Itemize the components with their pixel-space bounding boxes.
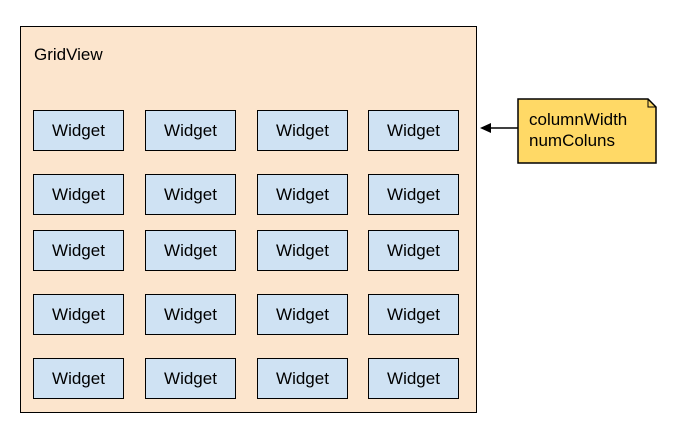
arrow-head	[480, 123, 491, 133]
note-text: columnWidth numColuns	[529, 109, 627, 151]
widget-box: Widget	[33, 110, 124, 151]
widget-box: Widget	[368, 230, 459, 271]
note-line-column-width: columnWidth	[529, 110, 628, 129]
widget-box: Widget	[33, 174, 124, 215]
gridview-title: GridView	[34, 45, 103, 64]
widget-box: Widget	[145, 174, 236, 215]
widget-box: Widget	[368, 110, 459, 151]
note-box	[517, 98, 657, 164]
widget-box: Widget	[257, 174, 348, 215]
note-line-num-columns: numColuns	[529, 131, 615, 150]
widget-box: Widget	[368, 358, 459, 399]
widget-box: Widget	[145, 230, 236, 271]
widget-box: Widget	[145, 110, 236, 151]
widget-box: Widget	[33, 294, 124, 335]
widget-box: Widget	[33, 358, 124, 399]
widget-box: Widget	[368, 174, 459, 215]
arrow-connector	[480, 123, 518, 133]
note-shape: columnWidth numColuns	[517, 98, 657, 164]
widget-box: Widget	[145, 294, 236, 335]
widget-box: Widget	[257, 230, 348, 271]
widget-box: Widget	[257, 294, 348, 335]
widget-box: Widget	[145, 358, 236, 399]
widget-box: Widget	[257, 358, 348, 399]
widget-box: Widget	[33, 230, 124, 271]
widget-box: Widget	[257, 110, 348, 151]
widget-box: Widget	[368, 294, 459, 335]
gridview-container	[20, 26, 477, 413]
